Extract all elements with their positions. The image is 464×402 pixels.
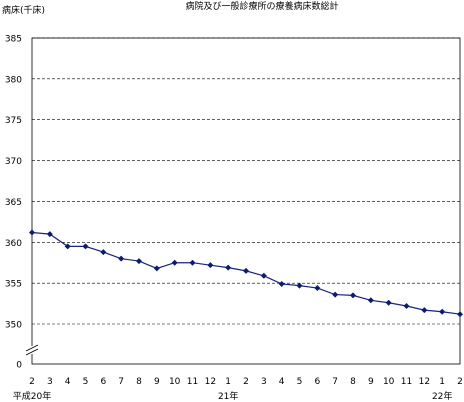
data-point — [457, 311, 463, 318]
axes — [25, 37, 461, 365]
y-tick-label: 360 — [5, 239, 22, 249]
data-point — [439, 308, 446, 315]
x-tick-label: 2 — [243, 377, 249, 387]
data-point — [296, 282, 303, 289]
x-tick-label: 10 — [383, 377, 395, 387]
y-tick-label: 370 — [5, 157, 22, 167]
y-tick-label: 375 — [5, 116, 22, 126]
x-tick-label: 8 — [350, 377, 356, 387]
data-point — [46, 231, 53, 238]
x-tick-label: 1 — [439, 377, 445, 387]
x-tick-label: 8 — [136, 377, 142, 387]
y-tick-labels: 385 380 375 370 365 360 355 350 0 — [5, 35, 22, 371]
year-label: 22年 — [432, 390, 452, 402]
x-tick-label: 7 — [118, 377, 124, 387]
data-point — [225, 264, 232, 271]
data-point — [207, 262, 214, 269]
data-point — [278, 280, 285, 287]
x-tick-label: 11 — [187, 377, 198, 387]
x-tick-labels: 2 3 4 5 6 7 8 9 10 11 12 1 2 3 4 5 6 7 8 9 10 11 12 1 2 — [29, 377, 463, 387]
y-tick-label: 350 — [5, 321, 22, 331]
data-point — [314, 285, 321, 292]
data-point — [332, 291, 339, 298]
axis-break-line — [25, 348, 39, 356]
x-tick-label: 11 — [401, 377, 412, 387]
axis-break — [25, 344, 39, 356]
x-tick-label: 4 — [279, 377, 285, 387]
data-point — [243, 267, 249, 274]
y-tick-label: 0 — [16, 361, 22, 371]
x-tick-label: 2 — [457, 377, 463, 387]
plot-frame — [31, 37, 461, 365]
axis-break-gap — [26, 346, 38, 354]
axis-break-line — [25, 344, 39, 352]
year-label: 21年 — [218, 390, 238, 402]
data-point — [171, 259, 178, 266]
data-point — [367, 297, 374, 304]
y-axis-title: 病床(千床) — [2, 4, 45, 16]
x-tick-label: 9 — [368, 377, 374, 387]
data-point — [100, 249, 107, 256]
y-tick-label: 380 — [5, 75, 22, 85]
x-tick-label: 5 — [297, 377, 303, 387]
y-tick-label: 365 — [5, 198, 22, 208]
data-point — [82, 243, 89, 250]
data-point — [403, 303, 410, 310]
data-point — [189, 259, 196, 266]
x-tick-label: 5 — [83, 377, 89, 387]
data-point — [260, 272, 267, 279]
data-point — [350, 292, 356, 299]
data-point — [153, 265, 160, 272]
year-label: 平成20年 — [13, 390, 51, 402]
x-tick-label: 1 — [225, 377, 231, 387]
data-point — [64, 243, 71, 250]
x-tick-label: 9 — [154, 377, 160, 387]
x-tick-label: 3 — [47, 377, 53, 387]
chart-title: 病院及び一般診療所の療養病床数総計 — [185, 0, 338, 12]
x-tick-label: 10 — [169, 377, 181, 387]
x-tick-label: 6 — [100, 377, 106, 387]
gridlines — [32, 37, 460, 325]
data-point — [136, 258, 142, 265]
data-point — [29, 229, 35, 236]
x-tick-label: 12 — [205, 377, 216, 387]
data-point — [118, 255, 125, 262]
y-tick-label: 355 — [5, 280, 22, 290]
series — [29, 229, 463, 318]
y-tick-label: 385 — [5, 35, 22, 45]
x-tick-label: 3 — [261, 377, 267, 387]
x-tick-label: 7 — [332, 377, 338, 387]
x-tick-label: 6 — [314, 377, 320, 387]
x-tick-label: 12 — [419, 377, 430, 387]
x-tick-label: 4 — [65, 377, 71, 387]
data-point — [385, 299, 392, 306]
x-tick-label: 2 — [29, 377, 35, 387]
year-labels: 平成20年 21年 22年 — [13, 390, 453, 402]
data-point — [421, 307, 428, 314]
